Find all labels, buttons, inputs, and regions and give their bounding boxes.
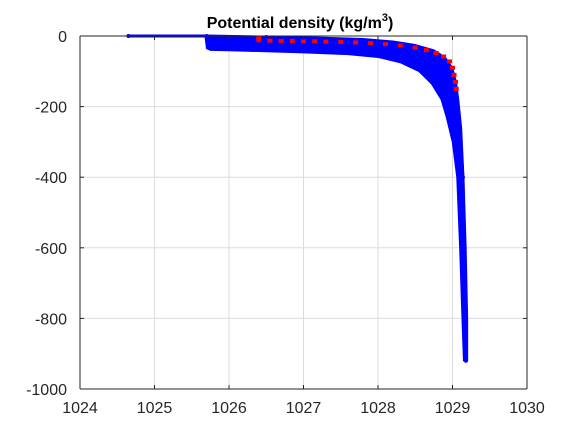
- red-data-point: [433, 50, 439, 55]
- y-tick-label: -1000: [26, 382, 67, 399]
- red-data-point: [301, 39, 306, 44]
- blue-data-point: [443, 62, 448, 67]
- red-data-point: [278, 38, 284, 43]
- x-tick-label: 1028: [360, 400, 396, 417]
- chart-title-superscript: 3: [382, 12, 388, 24]
- red-data-point: [423, 48, 429, 53]
- red-data-point: [267, 38, 273, 43]
- x-tick-label: 1026: [211, 400, 247, 417]
- chart-title-main: Potential density (kg/m: [207, 15, 382, 32]
- y-tick-label: -600: [35, 241, 67, 258]
- tick-labels: 1024 1025 1026 1027 1028 1029 1030 0 -200 -400 -60…: [26, 29, 545, 417]
- data-layer: [126, 34, 469, 363]
- blue-data-point: [376, 40, 380, 45]
- red-data-point: [441, 54, 447, 59]
- red-data-point: [256, 35, 262, 40]
- y-tick-label: -400: [35, 170, 67, 187]
- red-data-point: [312, 39, 318, 44]
- blue-data-point: [450, 76, 455, 81]
- red-data-point: [323, 39, 329, 44]
- red-data-point: [353, 40, 359, 45]
- red-data-point: [289, 38, 295, 43]
- y-tick-label: -800: [35, 311, 67, 328]
- blue-data-point: [428, 51, 433, 56]
- blue-data-point: [454, 94, 459, 99]
- blue-data-point: [462, 245, 467, 250]
- axes: [79, 35, 528, 390]
- blue-data-point: [460, 175, 465, 180]
- red-data-point: [447, 59, 453, 64]
- x-tick-label: 1030: [509, 400, 545, 417]
- red-data-point: [452, 79, 458, 84]
- x-tick-label: 1025: [137, 400, 173, 417]
- blue-data-point: [405, 44, 410, 49]
- red-data-point: [256, 38, 262, 43]
- blue-data-point: [457, 125, 462, 130]
- x-tick-label: 1029: [435, 400, 471, 417]
- x-tick-label: 1027: [286, 400, 322, 417]
- red-data-point: [338, 40, 344, 45]
- red-data-point: [450, 65, 455, 70]
- red-data-point: [451, 72, 457, 77]
- y-tick-label: 0: [58, 29, 67, 46]
- blue-profile-cloud: [127, 35, 469, 362]
- red-data-point: [382, 42, 388, 47]
- chart-title-close: ): [388, 15, 393, 32]
- red-data-point: [397, 43, 403, 48]
- blue-data-point: [463, 316, 468, 321]
- red-data-point: [453, 86, 459, 91]
- red-data-point: [412, 45, 418, 50]
- blue-data-point: [463, 358, 468, 363]
- red-data-point: [368, 41, 374, 46]
- chart-title: Potential density (kg/m3): [207, 12, 394, 32]
- y-tick-label: -200: [35, 100, 67, 117]
- x-tick-label: 1024: [62, 400, 98, 417]
